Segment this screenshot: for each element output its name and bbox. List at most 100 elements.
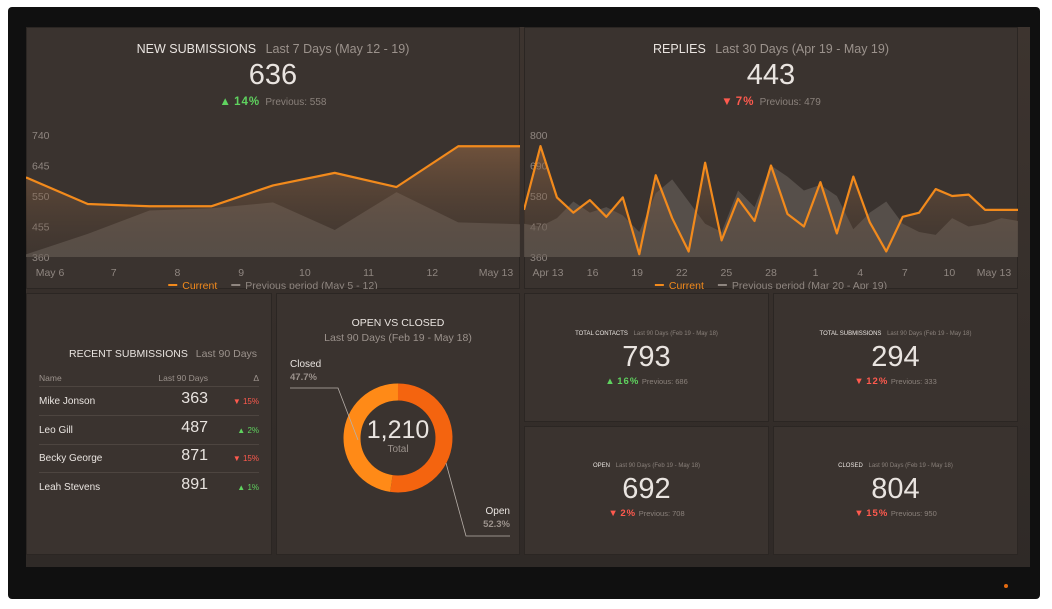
delta-down-icon: ▼: [608, 508, 618, 519]
table-row: Becky George 871 ▼ 15%: [39, 447, 259, 478]
chart2-x-tick: 22: [676, 267, 688, 279]
kpi-open: OPEN Last 90 Days (Feb 19 - May 18) 692 …: [524, 426, 769, 555]
new-submissions-delta: 14%: [234, 96, 261, 108]
chart2-x-tick: Apr 13: [533, 267, 564, 279]
row-name: Leo Gill: [39, 424, 73, 436]
row-value: 891: [181, 475, 208, 493]
kpi-delta: 15%: [866, 508, 889, 519]
chart1-x-tick: 12: [426, 267, 438, 279]
chart2-x-tick: 25: [721, 267, 733, 279]
chart2-x-tick: May 13: [977, 267, 1012, 279]
kpi-period: Last 90 Days (Feb 19 - May 18): [615, 463, 701, 469]
delta-down-icon: ▼: [721, 96, 733, 108]
row-name: Becky George: [39, 453, 103, 464]
donut-title: OPEN VS CLOSED: [351, 317, 445, 329]
open-label: Open: [485, 506, 510, 517]
delta-up-icon: ▲: [605, 376, 615, 387]
chart2-x-tick: 4: [857, 267, 863, 279]
delta-up-icon: ▲: [219, 96, 231, 108]
chart2-x-tick: 28: [765, 267, 777, 279]
table-row: Leo Gill 487 ▲ 2%: [39, 418, 259, 450]
new-submissions-period: Last 7 Days (May 12 - 19): [265, 42, 410, 56]
row-value: 363: [181, 390, 208, 407]
row-value: 871: [181, 447, 208, 464]
row-name: Mike Jonson: [39, 396, 96, 407]
kpi-previous: Previous: 708: [638, 509, 685, 518]
chart1-y-tick: 645: [32, 161, 50, 173]
kpi-title: TOTAL CONTACTS: [575, 331, 628, 337]
kpi-delta: 12%: [866, 376, 889, 387]
kpi-total-submissions: TOTAL SUBMISSIONS Last 90 Days (Feb 19 -…: [773, 293, 1018, 422]
chart1-x-tick: 9: [238, 267, 244, 279]
monitor-frame: NEW SUBMISSIONS Last 7 Days (May 12 - 19…: [8, 7, 1040, 599]
chart2-legend-previous: Previous period (Mar 20 - Apr 19): [732, 280, 887, 289]
dashboard-screen: NEW SUBMISSIONS Last 7 Days (May 12 - 19…: [26, 27, 1030, 567]
replies-delta: 7%: [735, 96, 755, 108]
kpi-previous: Previous: 686: [641, 377, 688, 386]
row-name: Leah Stevens: [39, 481, 101, 493]
replies-title: REPLIES: [653, 42, 706, 56]
table-row: Mike Jonson 363 ▼ 15%: [39, 390, 259, 421]
replies-value: 443: [746, 59, 796, 91]
kpi-period: Last 90 Days (Feb 19 - May 18): [887, 331, 972, 337]
kpi-title: TOTAL SUBMISSIONS: [819, 331, 882, 337]
chart1-x-tick: 11: [363, 267, 374, 279]
kpi-total-contacts: TOTAL CONTACTS Last 90 Days (Feb 19 - Ma…: [524, 293, 769, 422]
chart1-x-tick: May 6: [36, 267, 65, 279]
chart2-x-tick: 19: [631, 267, 643, 279]
open-leader-line: [445, 462, 510, 537]
row-delta: ▼ 15%: [232, 454, 259, 463]
kpi-value: 804: [871, 473, 920, 505]
kpi-value: 692: [622, 473, 671, 505]
donut-open-slice: [390, 383, 453, 493]
chart1-current-area: [26, 146, 520, 257]
row-delta: ▼ 15%: [232, 397, 259, 406]
chart2-x-tick: 10: [944, 267, 956, 279]
kpi-previous: Previous: 950: [890, 509, 937, 518]
recent-title: RECENT SUBMISSIONS: [69, 348, 188, 360]
donut-total-label: Total: [387, 444, 409, 455]
replies-period: Last 30 Days (Apr 19 - May 19): [715, 42, 889, 56]
column-header-value: Last 90 Days: [158, 373, 208, 383]
kpi-value: 793: [622, 341, 671, 373]
kpi-closed: CLOSED Last 90 Days (Feb 19 - May 18) 80…: [773, 426, 1018, 555]
chart2-legend-current: Current: [669, 280, 704, 289]
row-value: 487: [181, 418, 208, 436]
chart2-x-tick: 1: [813, 267, 819, 279]
closed-leader-line: [290, 387, 359, 441]
chart1-x-tick: May 13: [479, 267, 514, 279]
open-pct: 52.3%: [483, 519, 510, 530]
delta-down-icon: ▼: [854, 508, 864, 519]
column-header-delta: Δ: [253, 373, 259, 383]
chart2-x-tick: 16: [587, 267, 599, 279]
row-delta: ▲ 1%: [237, 482, 259, 492]
kpi-value: 294: [871, 341, 920, 373]
kpi-delta: 2%: [620, 508, 637, 519]
replies-previous: Previous: 479: [759, 97, 821, 108]
kpi-title: OPEN: [592, 463, 610, 469]
chart1-legend-previous: Previous period (May 5 - 12): [245, 280, 377, 289]
chart1-x-tick: 10: [299, 267, 311, 279]
power-led-icon: [1004, 584, 1008, 588]
kpi-previous: Previous: 333: [890, 377, 937, 386]
replies-chart: 800690580470360Apr 13161922252814710May …: [524, 130, 1018, 289]
recent-submissions-panel: RECENT SUBMISSIONS Last 90 Days Name Las…: [26, 293, 272, 555]
donut-period: Last 90 Days (Feb 19 - May 18): [324, 332, 472, 344]
chart2-current-area: [524, 146, 1018, 257]
chart1-legend: Current Previous period (May 5 - 12): [168, 280, 378, 289]
kpi-title: CLOSED: [838, 463, 863, 469]
new-submissions-value: 636: [248, 59, 298, 91]
new-submissions-panel: NEW SUBMISSIONS Last 7 Days (May 12 - 19…: [26, 27, 520, 289]
chart2-y-tick: 800: [530, 130, 548, 142]
row-delta: ▲ 2%: [237, 425, 259, 435]
open-vs-closed-panel: OPEN VS CLOSED Last 90 Days (Feb 19 - Ma…: [276, 293, 520, 555]
new-submissions-title: NEW SUBMISSIONS: [136, 42, 257, 56]
table-row: Leah Stevens 891 ▲ 1%: [39, 475, 259, 507]
kpi-period: Last 90 Days (Feb 19 - May 18): [868, 463, 953, 469]
donut-chart: [290, 296, 510, 537]
chart2-x-tick: 7: [902, 267, 908, 279]
closed-label: Closed: [290, 359, 322, 370]
recent-period: Last 90 Days: [195, 348, 258, 360]
donut-closed-slice: [343, 383, 399, 492]
kpi-delta: 16%: [617, 376, 640, 387]
